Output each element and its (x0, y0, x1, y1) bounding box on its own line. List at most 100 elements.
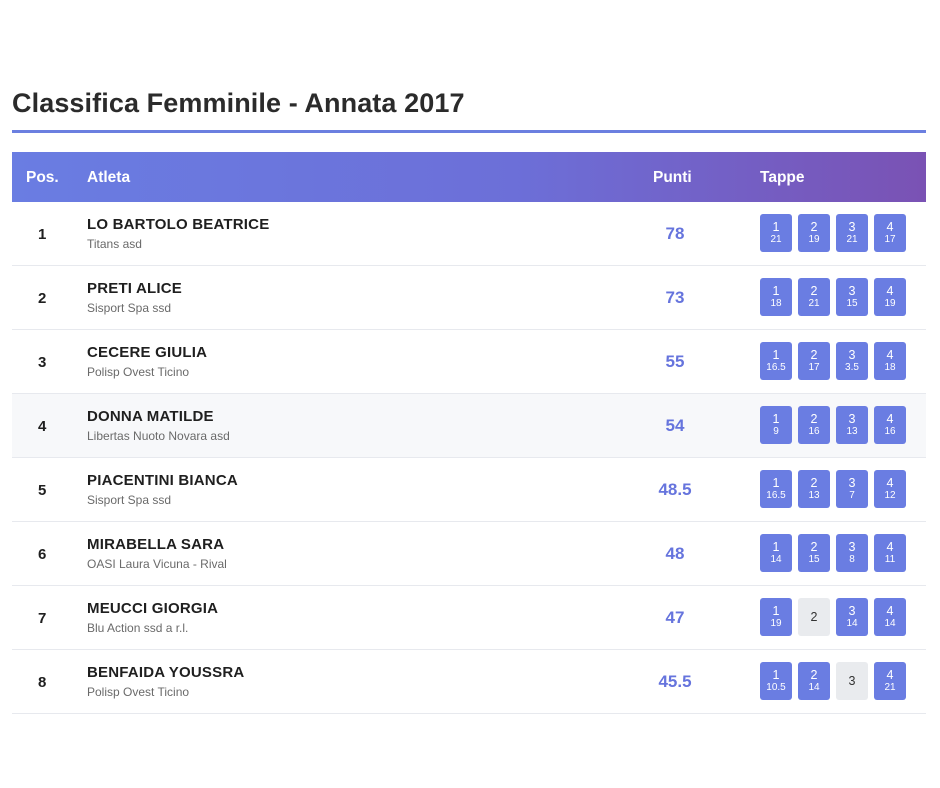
athlete-name: MIRABELLA SARA (87, 536, 225, 553)
stage-points: 14 (884, 618, 896, 630)
rank-position: 8 (38, 674, 47, 691)
stage-badge: 1 19 (760, 598, 792, 636)
stage-number: 2 (810, 220, 818, 235)
stage-points: 17 (808, 362, 820, 374)
stage-number: 2 (810, 284, 818, 299)
table-row[interactable]: 8 BENFAIDA YOUSSRA Polisp Ovest Ticino 45.5… (12, 650, 926, 714)
stage-points: 14 (770, 554, 782, 566)
stage-points: 9 (773, 426, 779, 438)
title-divider (12, 130, 926, 133)
table-row[interactable]: 7 MEUCCI GIORGIA Blu Action ssd a r.l. 47 1 1… (12, 586, 926, 650)
rank-position: 2 (38, 290, 47, 307)
stage-number: 3 (848, 604, 856, 619)
stage-badge: 2 (798, 598, 830, 636)
stages-group: 1 18 2 21 3 15 4 19 (760, 278, 906, 316)
header-pos: Pos. (26, 169, 59, 186)
stage-points: 17 (884, 234, 896, 246)
stage-points: 12 (884, 490, 896, 502)
stage-badge: 4 17 (874, 214, 906, 252)
stage-badge: 1 16.5 (760, 342, 792, 380)
stage-badge: 2 13 (798, 470, 830, 508)
athlete-name: CECERE GIULIA (87, 344, 208, 361)
rank-position: 4 (38, 418, 47, 435)
stage-number: 3 (848, 220, 856, 235)
stage-points: 16 (884, 426, 896, 438)
table-row[interactable]: 1 LO BARTOLO BEATRICE Titans asd 78 1 21 2 19 3 2… (12, 202, 926, 266)
stages-group: 1 21 2 19 3 21 4 17 (760, 214, 906, 252)
stage-number: 4 (886, 412, 894, 427)
stage-badge: 2 19 (798, 214, 830, 252)
table-body: 1 LO BARTOLO BEATRICE Titans asd 78 1 21 2 19 3 2… (12, 202, 926, 714)
stage-number: 1 (772, 220, 780, 235)
stage-badge: 1 14 (760, 534, 792, 572)
athlete-points: 45.5 (658, 672, 692, 691)
stages-group: 1 16.5 2 13 3 7 4 12 (760, 470, 906, 508)
stages-group: 1 16.5 2 17 3 3.5 4 18 (760, 342, 906, 380)
stage-badge: 4 14 (874, 598, 906, 636)
rank-position: 7 (38, 610, 47, 627)
stage-points: 11 (884, 554, 896, 566)
table-row[interactable]: 3 CECERE GIULIA Polisp Ovest Ticino 55 1 16.5… (12, 330, 926, 394)
header-athlete: Atleta (87, 169, 131, 186)
athlete-name: BENFAIDA YOUSSRA (87, 664, 245, 681)
athlete-name: LO BARTOLO BEATRICE (87, 216, 270, 233)
stage-badge: 4 16 (874, 406, 906, 444)
stage-points: 8 (849, 554, 855, 566)
stage-number: 3 (848, 476, 856, 491)
stage-badge: 4 21 (874, 662, 906, 700)
stage-number: 1 (772, 604, 780, 619)
stage-number: 1 (772, 540, 780, 555)
stage-number: 2 (810, 609, 818, 624)
stage-badge: 3 15 (836, 278, 868, 316)
header-stages: Tappe (760, 169, 805, 186)
stage-badge: 2 17 (798, 342, 830, 380)
stage-badge: 1 10.5 (760, 662, 792, 700)
stage-badge: 1 16.5 (760, 470, 792, 508)
stage-points: 7 (849, 490, 855, 502)
stage-badge: 2 14 (798, 662, 830, 700)
rank-position: 1 (38, 226, 47, 243)
stage-points: 3.5 (845, 362, 859, 374)
stage-number: 2 (810, 668, 818, 683)
athlete-name: PIACENTINI BIANCA (87, 472, 238, 489)
stage-points: 16.5 (766, 362, 786, 374)
athlete-club: Polisp Ovest Ticino (87, 365, 190, 379)
stage-badge: 3 21 (836, 214, 868, 252)
athlete-points: 73 (665, 288, 685, 307)
stage-points: 13 (846, 426, 858, 438)
stage-number: 2 (810, 348, 818, 363)
stage-points: 18 (770, 298, 782, 310)
table-row[interactable]: 6 MIRABELLA SARA OASI Laura Vicuna - Rival… (12, 522, 926, 586)
stage-badge: 4 12 (874, 470, 906, 508)
athlete-club: OASI Laura Vicuna - Rival (87, 557, 227, 571)
stage-points: 21 (770, 234, 782, 246)
stage-number: 4 (886, 476, 894, 491)
stage-number: 4 (886, 284, 894, 299)
stage-points: 21 (846, 234, 858, 246)
stage-number: 4 (886, 540, 894, 555)
athlete-club: Titans asd (87, 237, 142, 251)
stage-points: 13 (808, 490, 820, 502)
athlete-club: Blu Action ssd a r.l. (87, 621, 189, 635)
stage-number: 2 (810, 476, 818, 491)
stage-number: 3 (848, 673, 856, 688)
stage-badge: 2 15 (798, 534, 830, 572)
stage-points: 18 (884, 362, 896, 374)
rank-position: 6 (38, 546, 47, 563)
stages-group: 1 9 2 16 3 13 4 16 (760, 406, 906, 444)
stage-badge: 2 21 (798, 278, 830, 316)
stages-group: 1 14 2 15 3 8 4 11 (760, 534, 906, 572)
stage-points: 19 (808, 234, 820, 246)
athlete-points: 55 (665, 352, 685, 371)
stage-badge: 2 16 (798, 406, 830, 444)
athlete-points: 78 (665, 224, 685, 243)
stage-number: 4 (886, 348, 894, 363)
athlete-club: Libertas Nuoto Novara asd (87, 429, 230, 443)
table-row[interactable]: 2 PRETI ALICE Sisport Spa ssd 73 1 18 2 21 3 15 4 1… (12, 266, 926, 330)
stage-number: 1 (772, 476, 780, 491)
table-row[interactable]: 5 PIACENTINI BIANCA Sisport Spa ssd 48.5 1 16… (12, 458, 926, 522)
table-row[interactable]: 4 DONNA MATILDE Libertas Nuoto Novara asd 5… (12, 394, 926, 458)
